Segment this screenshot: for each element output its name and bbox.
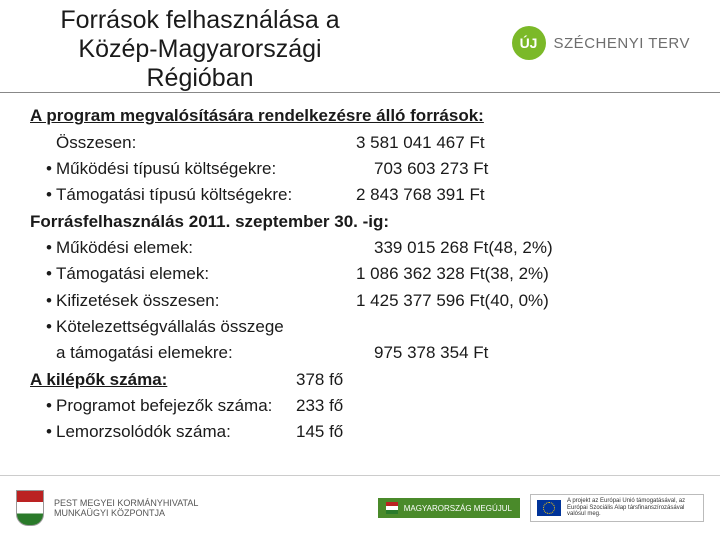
sup-cost-value: 2 843 768 391 Ft bbox=[356, 182, 485, 208]
logo-badge-icon: ÚJ bbox=[512, 26, 546, 60]
header: Források felhasználása a Közép-Magyarors… bbox=[0, 0, 720, 93]
hungary-flag-icon bbox=[386, 502, 398, 514]
magyarorszag-megujul-badge: MAGYARORSZÁG MEGÚJUL bbox=[378, 498, 520, 518]
section-heading: Forrásfelhasználás 2011. szeptember 30. … bbox=[30, 209, 389, 235]
section-heading: A program megvalósítására rendelkezésre … bbox=[30, 103, 484, 129]
eu-flag-icon bbox=[537, 500, 561, 516]
op-el-label: Működési elemek: bbox=[56, 235, 356, 261]
commit-label-2: a támogatási elemekre: bbox=[56, 340, 356, 366]
op-el-value: 339 015 268 Ft(48, 2%) bbox=[374, 235, 553, 261]
drop-label: Lemorzsolódók száma: bbox=[56, 419, 296, 445]
footer-office-line2: MUNKAÜGYI KÖZPONTJA bbox=[54, 508, 198, 518]
footer: PEST MEGYEI KORMÁNYHIVATAL MUNKAÜGYI KÖZ… bbox=[0, 475, 720, 540]
total-value: 3 581 041 467 Ft bbox=[356, 130, 485, 156]
commit-label-1: Kötelezettségvállalás összege bbox=[56, 314, 284, 340]
title-line: Források felhasználása a bbox=[60, 6, 339, 34]
footer-office: PEST MEGYEI KORMÁNYHIVATAL MUNKAÜGYI KÖZ… bbox=[54, 498, 198, 518]
bullet-icon: • bbox=[30, 261, 56, 287]
pay-label: Kifizetések összesen: bbox=[56, 288, 356, 314]
bullet-icon: • bbox=[30, 182, 56, 208]
drop-value: 145 fő bbox=[296, 419, 343, 445]
title-line: Régióban bbox=[146, 64, 253, 92]
finish-label: Programot befejezők száma: bbox=[56, 393, 296, 419]
bullet-icon: • bbox=[30, 235, 56, 261]
bullet-icon: • bbox=[30, 288, 56, 314]
content: A program megvalósítására rendelkezésre … bbox=[0, 93, 720, 445]
szechenyi-logo: ÚJ SZÉCHENYI TERV bbox=[512, 6, 700, 60]
op-cost-label: Működési típusú költségekre: bbox=[56, 156, 356, 182]
eu-funding-badge: A projekt az Európai Unió támogatásával,… bbox=[530, 494, 704, 522]
bullet-icon: • bbox=[30, 419, 56, 445]
page-title: Források felhasználása a Közép-Magyarors… bbox=[20, 6, 370, 92]
bullet-icon: • bbox=[30, 393, 56, 419]
leavers-value: 378 fő bbox=[296, 367, 343, 393]
total-label: Összesen: bbox=[56, 130, 356, 156]
finish-value: 233 fő bbox=[296, 393, 343, 419]
title-line: Közép-Magyarországi bbox=[78, 35, 321, 63]
sup-el-value: 1 086 362 328 Ft(38, 2%) bbox=[356, 261, 549, 287]
op-cost-value: 703 603 273 Ft bbox=[374, 156, 488, 182]
bullet-icon: • bbox=[30, 314, 56, 340]
pay-value: 1 425 377 596 Ft(40, 0%) bbox=[356, 288, 549, 314]
eu-text: A projekt az Európai Unió támogatásával,… bbox=[567, 498, 697, 518]
footer-right: MAGYARORSZÁG MEGÚJUL A projekt az Európa… bbox=[378, 494, 704, 522]
leavers-label: A kilépők száma: bbox=[30, 367, 296, 393]
mm-text: MAGYARORSZÁG MEGÚJUL bbox=[404, 504, 512, 513]
commit-value: 975 378 354 Ft bbox=[374, 340, 488, 366]
sup-cost-label: Támogatási típusú költségekre: bbox=[56, 182, 356, 208]
hungary-crest-icon bbox=[16, 490, 44, 526]
footer-office-line1: PEST MEGYEI KORMÁNYHIVATAL bbox=[54, 498, 198, 508]
logo-text: SZÉCHENYI TERV bbox=[554, 35, 690, 52]
sup-el-label: Támogatási elemek: bbox=[56, 261, 356, 287]
bullet-icon: • bbox=[30, 156, 56, 182]
